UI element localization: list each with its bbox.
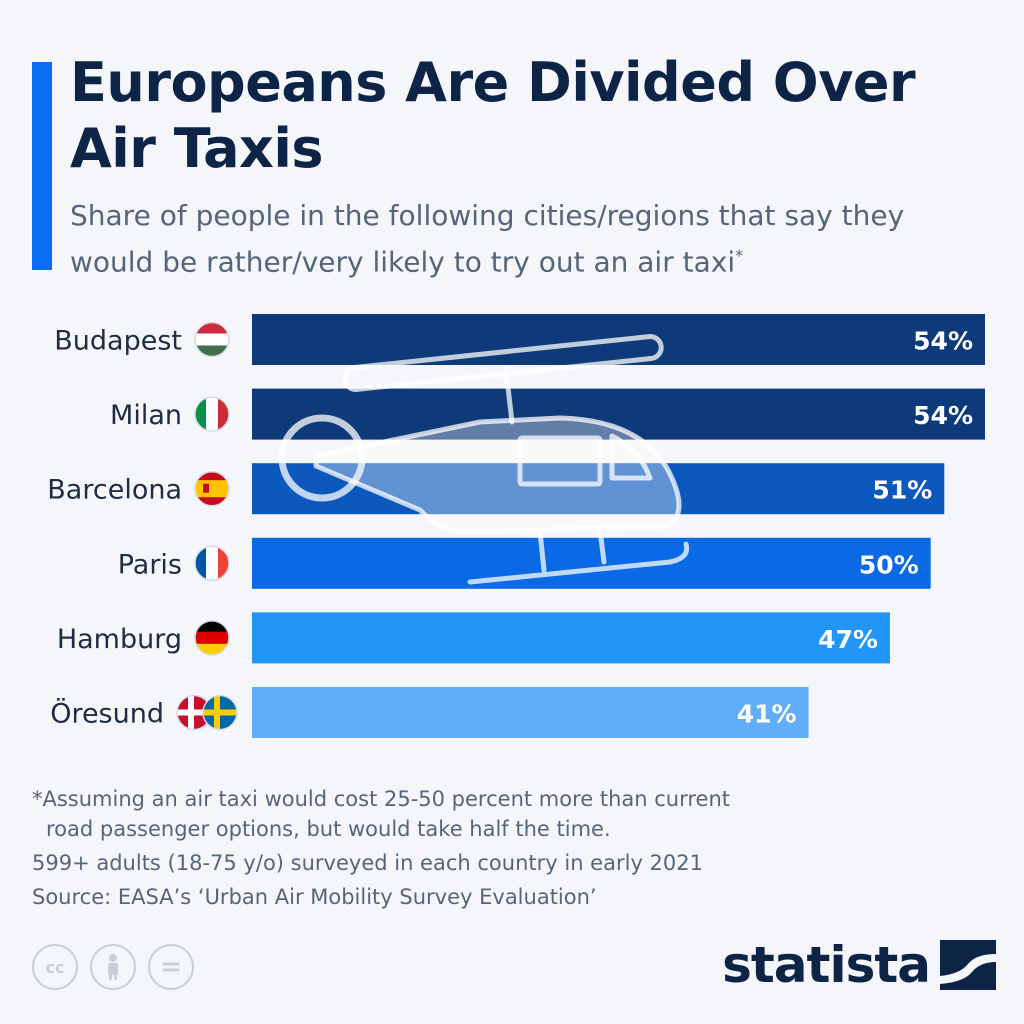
attribution-icon[interactable] — [90, 944, 136, 990]
italy-flag-icon — [194, 396, 230, 432]
bar-öresund — [252, 687, 809, 738]
helicopter-icon — [278, 334, 690, 585]
bar-hamburg — [252, 612, 890, 664]
statista-logo-mark-icon — [940, 940, 996, 990]
category-label-öresund: Öresund — [50, 698, 164, 730]
category-label-barcelona: Barcelona — [47, 475, 182, 506]
category-label-milan: Milan — [110, 400, 182, 431]
subtitle-text: Share of people in the following cities/… — [70, 199, 905, 279]
category-label-budapest: Budapest — [54, 326, 182, 357]
bar-milan — [252, 388, 985, 440]
source-note: Source: EASA’s ‘Urban Air Mobility Surve… — [32, 885, 597, 909]
value-label-paris: 50% — [859, 550, 919, 579]
footnote-line-1: *Assuming an air taxi would cost 25-50 p… — [32, 787, 731, 811]
bar-paris — [252, 537, 931, 589]
title-accent-bar — [32, 62, 52, 270]
germany-flag-icon — [194, 620, 230, 656]
value-label-öresund: 41% — [737, 700, 797, 729]
creative-commons-icon[interactable]: cc — [32, 944, 78, 990]
value-label-barcelona: 51% — [872, 476, 932, 505]
value-label-milan: 54% — [913, 401, 973, 430]
chart-subtitle: Share of people in the following cities/… — [70, 196, 990, 282]
category-label-paris: Paris — [118, 549, 182, 580]
bar-chart: 54% Budapest 54% Milan 51% Barcelona 50% Paris 4… — [47, 314, 985, 738]
brand-wordmark: statista — [722, 936, 931, 994]
license-icons: cc = — [32, 944, 194, 994]
france-flag-icon — [194, 545, 230, 582]
value-label-hamburg: 47% — [818, 625, 878, 654]
bars-layer — [252, 314, 985, 738]
page-title: Europeans Are Divided Over Air Taxis — [70, 51, 916, 180]
labels-layer: 54% Budapest 54% Milan 51% Barcelona 50% Paris 4… — [47, 321, 973, 731]
survey-note: 599+ adults (18-75 y/o) surveyed in each… — [32, 851, 703, 875]
spain-flag-icon — [194, 470, 230, 507]
footnote-line-2: road passenger options, but would take h… — [46, 817, 611, 841]
value-label-budapest: 54% — [913, 327, 973, 356]
no-derivatives-icon[interactable]: = — [148, 944, 194, 990]
footnote: *Assuming an air taxi would cost 25-50 p… — [32, 784, 932, 912]
statista-logo[interactable]: statista — [722, 932, 996, 998]
hungary-flag-icon — [194, 321, 230, 358]
sweden-flag-icon — [202, 694, 238, 731]
category-label-hamburg: Hamburg — [57, 624, 182, 655]
subtitle-footnote-mark: * — [735, 246, 744, 265]
